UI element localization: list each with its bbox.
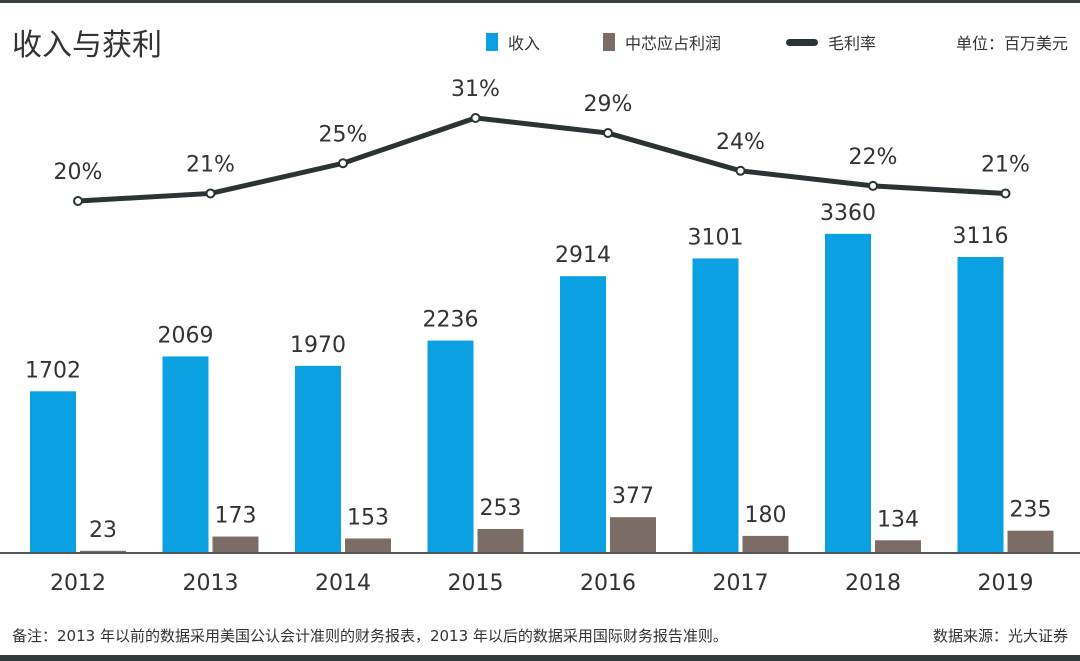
revenue-label: 3116	[953, 224, 1009, 249]
x-tick-label: 2018	[845, 571, 901, 596]
legend-swatch	[786, 38, 818, 46]
x-tick-label: 2016	[580, 571, 636, 596]
margin-line	[77, 115, 1006, 204]
x-tick-label: 2012	[50, 571, 106, 596]
profit-label: 173	[215, 504, 257, 529]
margin-label: 25%	[319, 122, 368, 147]
x-tick-label: 2015	[448, 571, 504, 596]
bottom-border	[0, 655, 1080, 661]
x-tick-label: 2014	[315, 571, 371, 596]
legend-profit: 中芯应占利润	[603, 30, 721, 54]
revenue-label: 3101	[688, 225, 744, 250]
revenue-bar	[295, 365, 341, 553]
legend-swatch	[486, 33, 498, 51]
margin-point	[868, 180, 878, 191]
margin-label: 21%	[981, 152, 1030, 177]
legend-revenue: 收入	[486, 30, 540, 54]
revenue-bar	[692, 258, 739, 553]
margin-label: 31%	[451, 77, 500, 102]
revenue-bar	[30, 391, 76, 553]
legend-label: 收入	[508, 34, 541, 53]
x-tick-label: 2019	[978, 571, 1034, 596]
margin-label: 21%	[186, 152, 235, 177]
unit-label: 单位：百万美元	[955, 34, 1068, 53]
revenue-label: 2069	[158, 323, 214, 348]
profit-label: 377	[612, 484, 654, 509]
profit-bar	[742, 535, 789, 553]
margin-point	[735, 165, 746, 176]
legend-swatch	[603, 33, 615, 51]
revenue-bar	[957, 256, 1004, 553]
profit-bar	[212, 536, 259, 553]
profit-bar	[1007, 530, 1054, 553]
footnote: 备注：2013 年以前的数据采用美国公认会计准则的财务报表，2013 年以后的数…	[12, 627, 728, 645]
legend-label: 毛利率	[828, 34, 877, 53]
profit-bar	[477, 528, 524, 553]
profit-label: 235	[1010, 498, 1052, 523]
revenue-bar	[825, 233, 871, 554]
profit-label: 153	[347, 505, 389, 530]
revenue-bar	[560, 276, 606, 553]
profit-bar	[875, 540, 921, 553]
margin-point	[603, 128, 613, 139]
margin-label: 20%	[54, 160, 103, 185]
revenue-label: 3360	[820, 201, 876, 226]
revenue-label: 2236	[423, 308, 479, 333]
revenue-label: 1702	[25, 358, 81, 383]
profit-label: 253	[480, 496, 522, 521]
x-tick-label: 2013	[183, 571, 239, 596]
profit-bar	[610, 517, 656, 553]
margin-point	[73, 196, 83, 206]
profit-label: 134	[877, 507, 919, 532]
legend-label: 中芯应占利润	[625, 34, 722, 53]
x-tick-label: 2017	[713, 571, 769, 596]
margin-point	[338, 158, 348, 169]
chart-title: 收入与获利	[12, 28, 162, 63]
revenue-bar	[427, 340, 474, 553]
revenue-label: 2914	[555, 243, 611, 268]
top-border	[0, 0, 1080, 3]
margin-point	[470, 112, 481, 123]
margin-point	[205, 188, 216, 199]
revenue-bar	[162, 356, 209, 553]
margin-point	[1000, 188, 1011, 199]
legend-margin: 毛利率	[786, 30, 876, 54]
source: 数据来源：光大证券	[932, 627, 1068, 645]
margin-label: 29%	[584, 92, 633, 117]
profit-label: 180	[745, 503, 787, 528]
profit-label: 23	[89, 518, 117, 543]
revenue-label: 1970	[290, 333, 346, 358]
profit-bar	[80, 550, 126, 553]
margin-label: 22%	[849, 145, 898, 170]
margin-label: 24%	[716, 130, 765, 155]
profit-bar	[345, 538, 391, 553]
